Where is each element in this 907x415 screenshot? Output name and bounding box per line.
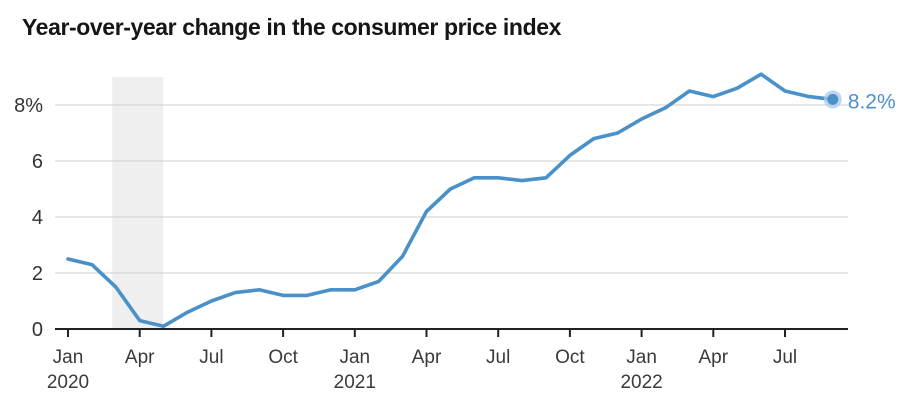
y-axis-label-2: 2 <box>32 263 43 285</box>
x-axis-year-label: 2021 <box>334 372 376 393</box>
end-value-label: 8.2% <box>848 90 896 113</box>
x-axis-month-label: Apr <box>412 347 442 368</box>
y-axis-label-0: 0 <box>32 319 43 341</box>
x-axis-month-label: Jul <box>486 347 510 368</box>
y-axis-label-8: 8% <box>14 95 43 117</box>
y-axis-label-6: 6 <box>32 151 43 173</box>
x-axis-month-label: Jul <box>199 347 223 368</box>
x-axis-month-label: Oct <box>268 347 298 368</box>
x-axis-month-label: Jan <box>626 347 657 368</box>
x-axis-month-label: Jul <box>773 347 797 368</box>
cpi-data-line <box>66 72 835 329</box>
x-axis-month-label: Jan <box>53 347 84 368</box>
x-axis-month-label: Oct <box>555 347 585 368</box>
x-axis-month-label: Jan <box>339 347 370 368</box>
end-point-dot <box>827 93 839 105</box>
recession-shading-band <box>112 77 164 329</box>
chart-title: Year-over-year change in the consumer pr… <box>22 14 562 40</box>
y-axis-label-4: 4 <box>32 207 43 229</box>
x-axis-year-label: 2022 <box>620 372 662 393</box>
x-axis-month-label: Apr <box>699 347 729 368</box>
x-axis-month-label: Apr <box>125 347 155 368</box>
x-axis-year-label: 2020 <box>47 372 89 393</box>
